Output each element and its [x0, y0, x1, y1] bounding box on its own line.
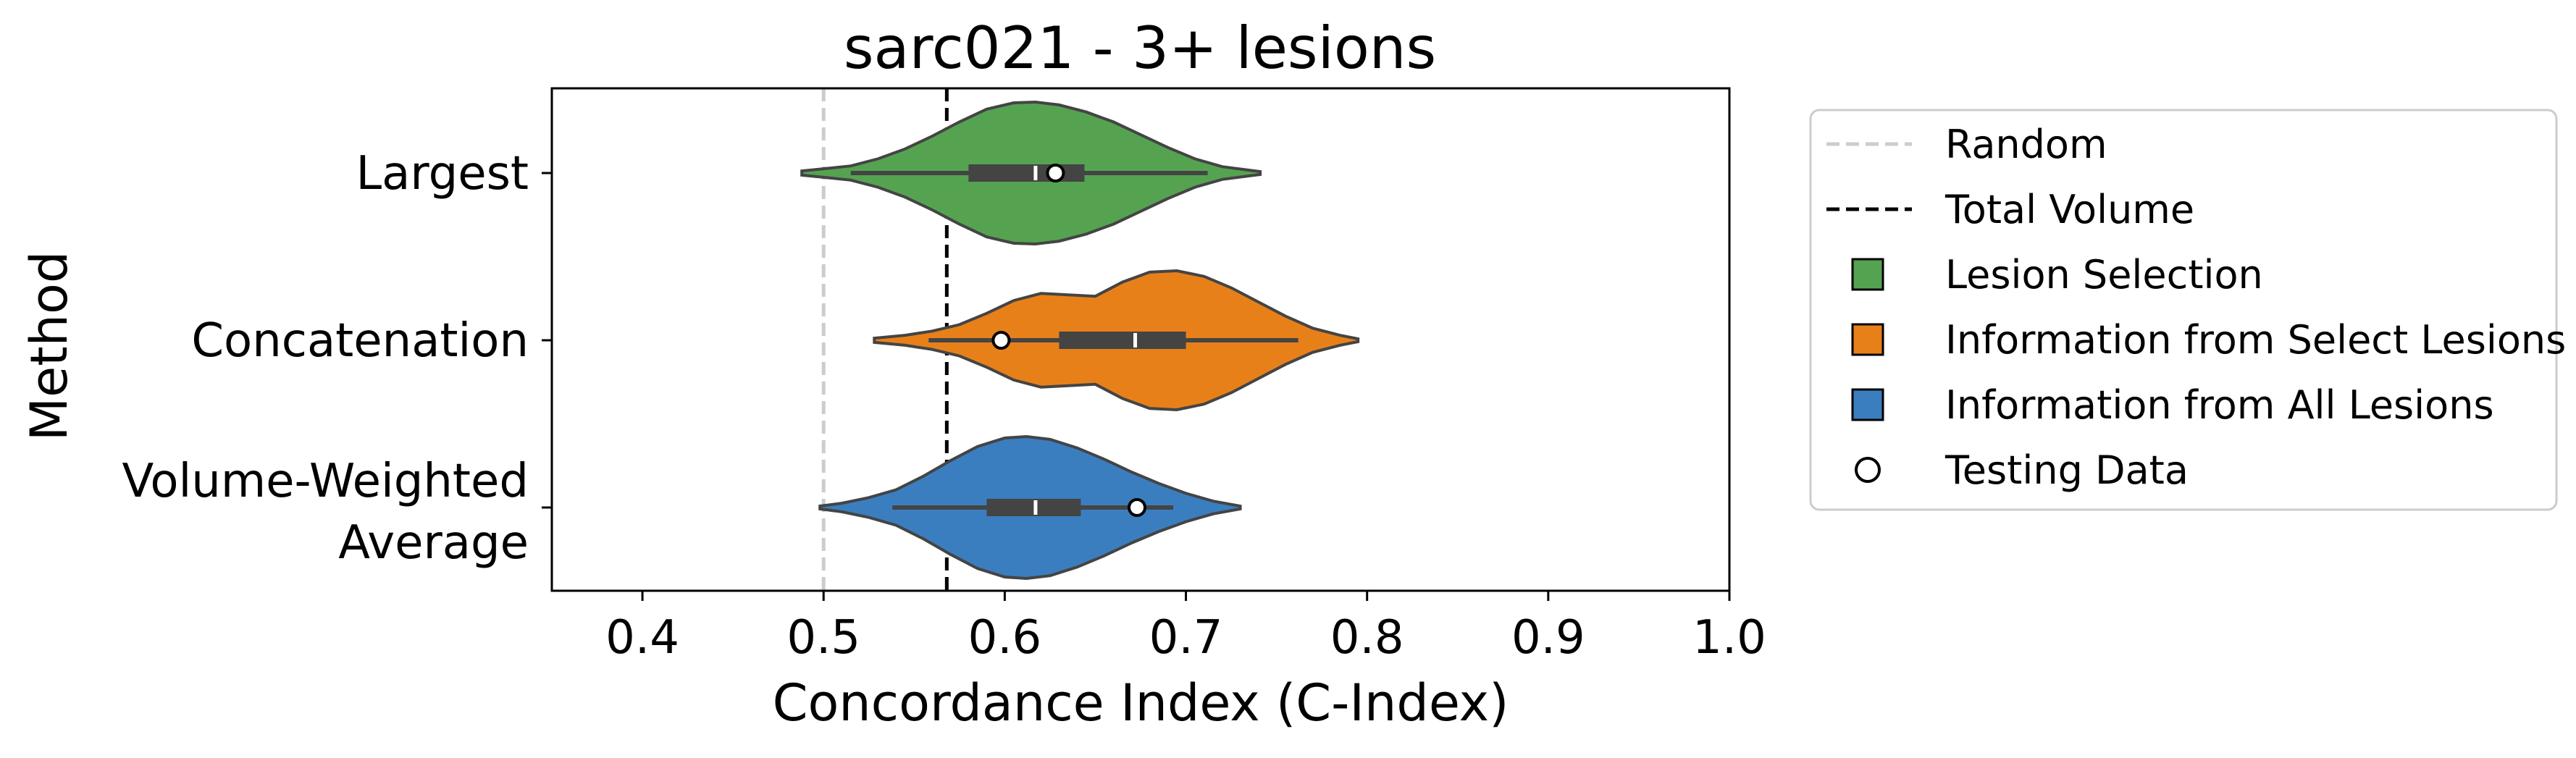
y-tick-label: Volume-Weighted — [122, 455, 529, 508]
x-tick-label: 0.9 — [1511, 611, 1585, 665]
legend-label-information-from-all-lesions: Information from All Lesions — [1945, 382, 2494, 428]
violin-iqr-box — [968, 164, 1085, 182]
legend-swatch-information-from-all-lesions — [1851, 388, 1884, 421]
x-tick-label: 0.4 — [605, 611, 679, 665]
testing-data-point — [991, 331, 1011, 350]
violins — [800, 100, 1360, 581]
legend-swatch-lesion-selection — [1851, 258, 1884, 291]
legend-label-total-volume: Total Volume — [1944, 187, 2194, 232]
x-tick-label: 0.5 — [786, 611, 860, 665]
x-tick-label: 0.7 — [1149, 611, 1223, 665]
testing-data-point — [1046, 164, 1065, 182]
y-axis-label: Method — [20, 251, 79, 442]
x-axis: 0.4 0.5 0.6 0.7 0.8 0.9 1.0 — [605, 591, 1766, 665]
chart-title: sarc021 - 3+ lesions — [844, 14, 1436, 82]
legend-label-information-from-select-lesions: Information from Select Lesions — [1945, 317, 2566, 363]
legend-swatch-information-from-select-lesions — [1851, 323, 1884, 356]
y-axis: Largest Concatenation Volume-Weighted Avera… — [122, 147, 552, 570]
legend: Random Total Volume Lesion Selection Inform… — [1809, 109, 2566, 511]
legend-label-lesion-selection: Lesion Selection — [1945, 252, 2263, 298]
violin-iqr-box — [986, 499, 1081, 516]
legend-swatch-testing-data — [1855, 457, 1881, 483]
x-tick-label: 1.0 — [1692, 611, 1766, 665]
x-tick-label: 0.8 — [1330, 611, 1404, 665]
legend-label-random: Random — [1945, 122, 2107, 167]
y-tick-label: Largest — [356, 147, 529, 201]
legend-label-testing-data: Testing Data — [1944, 447, 2189, 493]
violin-iqr-box — [1059, 332, 1186, 349]
legend-frame — [1809, 109, 2558, 511]
testing-data-point — [1127, 498, 1146, 517]
y-tick-label: Concatenation — [191, 314, 529, 368]
x-axis-label: Concordance Index (C-Index) — [773, 673, 1509, 733]
x-tick-label: 0.6 — [968, 611, 1041, 665]
y-tick-label: Average — [338, 516, 529, 570]
